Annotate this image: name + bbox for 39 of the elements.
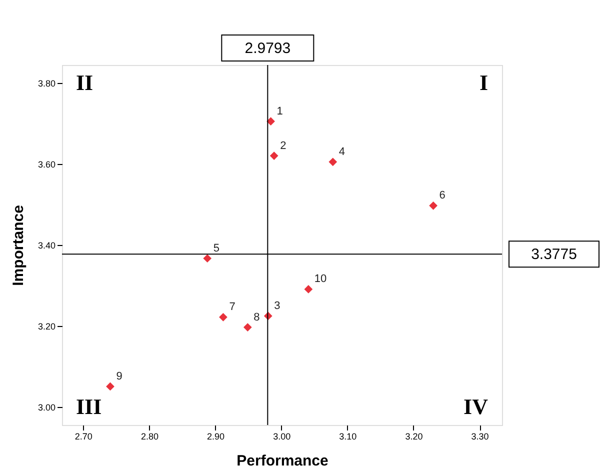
annotation: 9 (116, 370, 122, 382)
ref-line-label: 2.9793 (244, 40, 291, 57)
annotation: 5 (213, 242, 220, 254)
annotation: IV (464, 394, 488, 419)
point (270, 152, 278, 160)
y-tick-label: 3.60 (38, 159, 56, 170)
x-tick-label: 2.90 (207, 432, 225, 442)
point (203, 254, 212, 263)
annotation: 7 (229, 301, 236, 314)
y-axis-title: Importance (10, 205, 27, 286)
point (243, 323, 252, 332)
x-axis-title: Performance (236, 452, 328, 470)
point (106, 382, 114, 391)
annotation: 1 (276, 105, 283, 118)
ref-line-label: 3.3775 (531, 246, 577, 264)
x-tick-label: 3.30 (471, 432, 489, 442)
annotation: II (76, 70, 94, 95)
point (429, 201, 438, 210)
point (219, 312, 228, 322)
annotation: I (479, 70, 488, 95)
x-tick-label: 2.70 (74, 432, 92, 442)
x-tick-label: 3.20 (405, 432, 423, 442)
y-tick-label: 3.80 (38, 78, 56, 88)
point (328, 158, 338, 166)
point (266, 117, 275, 126)
y-tick-label: 3.00 (38, 402, 56, 413)
point (304, 285, 313, 294)
x-tick-label: 2.80 (140, 432, 158, 442)
y-tick-label: 3.40 (38, 240, 56, 250)
annotation: 6 (439, 190, 446, 202)
annotation: 8 (254, 311, 260, 324)
x-tick-label: 3.10 (339, 432, 357, 442)
y-tick-label: 3.20 (38, 322, 56, 332)
annotation: 4 (338, 146, 345, 158)
annotation: 3 (274, 300, 280, 312)
annotation: 2 (280, 140, 286, 152)
x-tick-label: 3.00 (273, 432, 291, 442)
annotation: III (76, 394, 102, 419)
annotation: 10 (314, 273, 327, 286)
